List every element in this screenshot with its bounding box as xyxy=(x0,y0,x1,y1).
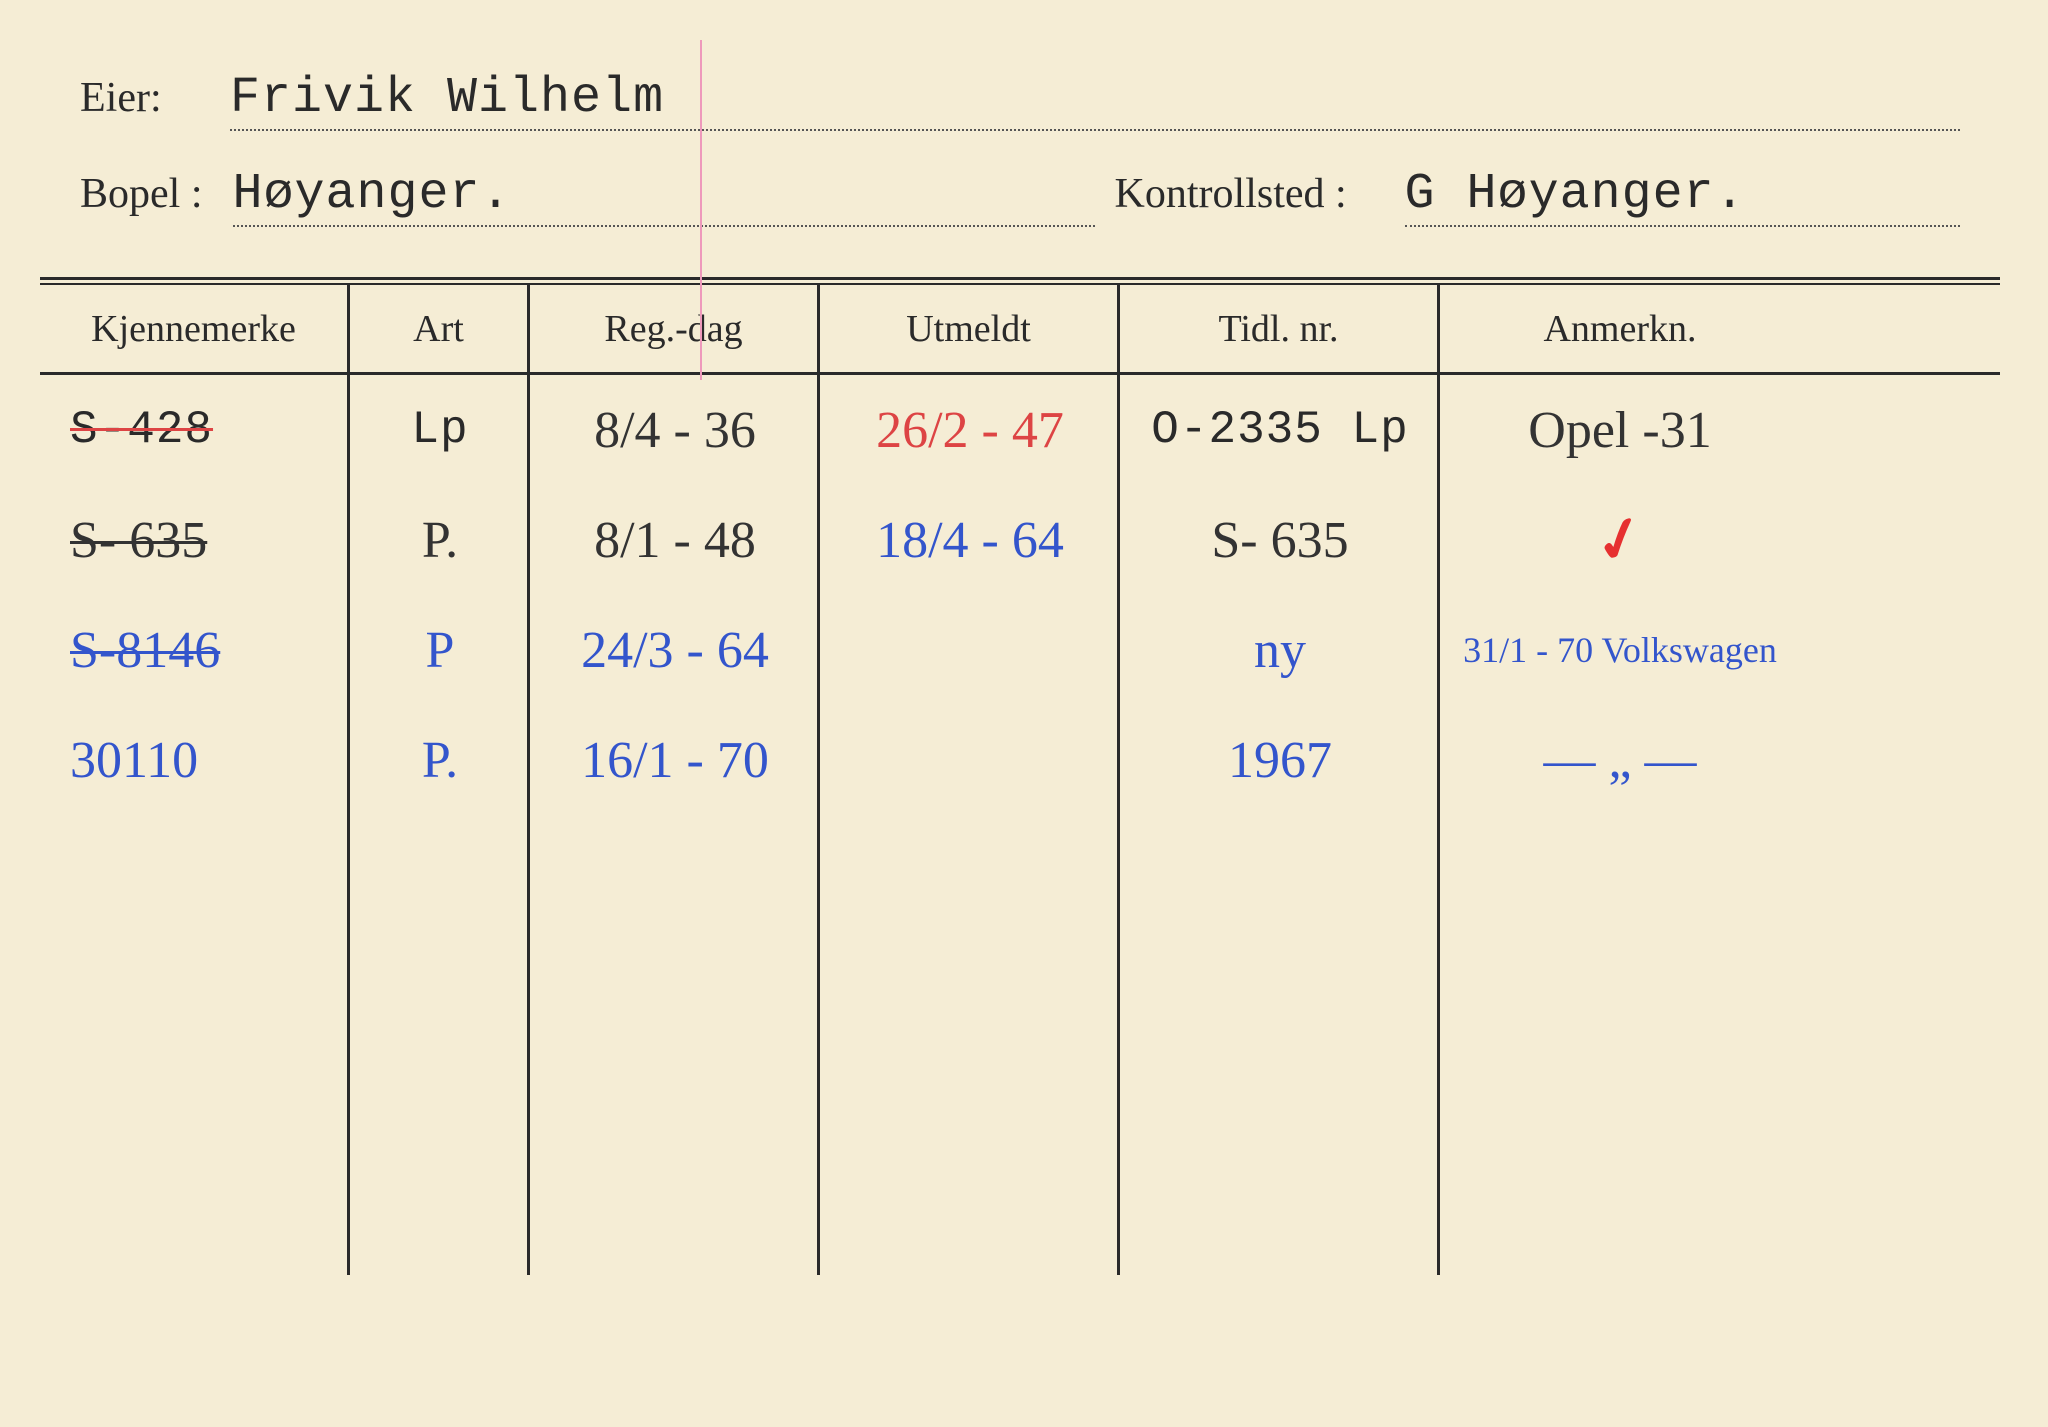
tidlnr-cell-text: 1967 xyxy=(1228,731,1332,790)
header-section: Eier: Frivik Wilhelm Bopel : Høyanger. K… xyxy=(40,40,2000,247)
art-cell-text: P. xyxy=(422,731,458,790)
kontrollsted-label: Kontrollsted : xyxy=(1115,170,1375,218)
table-body: S-428 Lp 8/4 - 36 26/2 - 47 O-2335 Lp Opel -3… xyxy=(40,375,2000,1275)
anmerkn-cell: — „ — xyxy=(1440,705,1800,815)
art-cell: P. xyxy=(350,705,530,815)
regdag-cell: 8/4 - 36 xyxy=(530,375,820,485)
utmeldt-cell-text: 18/4 - 64 xyxy=(876,511,1064,570)
art-cell-text: P. xyxy=(422,511,458,570)
kjennemerke-cell-text: S-428 xyxy=(70,404,213,456)
regdag-cell-text: 24/3 - 64 xyxy=(581,621,769,680)
tidlnr-cell: 1967 xyxy=(1120,705,1440,815)
bopel-group: Bopel : Høyanger. xyxy=(80,166,1095,227)
anmerkn-cell: 31/1 - 70 Volkswagen xyxy=(1440,595,1800,705)
table-row: 30110 P. 16/1 - 70 1967 — „ — xyxy=(40,705,2000,815)
anmerkn-cell-text: ✓ xyxy=(1587,500,1654,581)
regdag-cell-text: 16/1 - 70 xyxy=(581,731,769,790)
anmerkn-cell-text: — „ — xyxy=(1543,731,1696,790)
table-header-row: Kjennemerke Art Reg.-dag Utmeldt Tidl. n… xyxy=(40,285,2000,375)
fold-line xyxy=(700,40,702,380)
col-header-regdag: Reg.-dag xyxy=(530,285,820,372)
anmerkn-cell-text: 31/1 - 70 Volkswagen xyxy=(1463,629,1777,671)
tidlnr-cell-text: S- 635 xyxy=(1211,511,1348,570)
col-header-anmerkn: Anmerkn. xyxy=(1440,285,1800,372)
kjennemerke-cell: S- 635 xyxy=(40,485,350,595)
utmeldt-cell: 18/4 - 64 xyxy=(820,485,1120,595)
tidlnr-cell: S- 635 xyxy=(1120,485,1440,595)
anmerkn-cell-text: Opel -31 xyxy=(1528,401,1711,460)
bopel-kontroll-row: Bopel : Høyanger. Kontrollsted : G Høyan… xyxy=(80,166,1960,227)
table-row: S-428 Lp 8/4 - 36 26/2 - 47 O-2335 Lp Opel -3… xyxy=(40,375,2000,485)
kontrollsted-value: G Høyanger. xyxy=(1405,166,1960,227)
kjennemerke-cell-text: S- 635 xyxy=(70,511,207,570)
utmeldt-cell xyxy=(820,595,1120,705)
col-header-utmeldt: Utmeldt xyxy=(820,285,1120,372)
regdag-cell: 16/1 - 70 xyxy=(530,705,820,815)
col-header-art: Art xyxy=(350,285,530,372)
tidlnr-cell: O-2335 Lp xyxy=(1120,375,1440,485)
tidlnr-cell-text: ny xyxy=(1254,621,1306,680)
eier-value: Frivik Wilhelm xyxy=(230,70,1960,131)
anmerkn-cell: Opel -31 xyxy=(1440,375,1800,485)
utmeldt-cell-text: 26/2 - 47 xyxy=(876,401,1064,460)
eier-row: Eier: Frivik Wilhelm xyxy=(80,70,1960,131)
kjennemerke-cell-text: S-8146 xyxy=(70,621,220,680)
eier-label: Eier: xyxy=(80,74,200,122)
art-cell-text: P xyxy=(426,621,455,680)
col-header-kjennemerke: Kjennemerke xyxy=(40,285,350,372)
kjennemerke-cell: 30110 xyxy=(40,705,350,815)
kjennemerke-cell: S-428 xyxy=(40,375,350,485)
tidlnr-cell-text: O-2335 Lp xyxy=(1151,404,1408,456)
table-row: S-8146 P 24/3 - 64 ny 31/1 - 70 Volkswagen xyxy=(40,595,2000,705)
kjennemerke-cell-text: 30110 xyxy=(70,731,198,790)
art-cell: P xyxy=(350,595,530,705)
table-row: S- 635 P. 8/1 - 48 18/4 - 64 S- 635 ✓ xyxy=(40,485,2000,595)
regdag-cell: 8/1 - 48 xyxy=(530,485,820,595)
table-top-rule xyxy=(40,277,2000,285)
tidlnr-cell: ny xyxy=(1120,595,1440,705)
anmerkn-cell: ✓ xyxy=(1440,485,1800,595)
regdag-cell-text: 8/1 - 48 xyxy=(594,511,756,570)
kjennemerke-cell: S-8146 xyxy=(40,595,350,705)
art-cell-text: Lp xyxy=(411,404,468,456)
utmeldt-cell xyxy=(820,705,1120,815)
art-cell: Lp xyxy=(350,375,530,485)
bopel-value: Høyanger. xyxy=(233,166,1095,227)
regdag-cell-text: 8/4 - 36 xyxy=(594,401,756,460)
col-header-tidlnr: Tidl. nr. xyxy=(1120,285,1440,372)
kontrollsted-group: Kontrollsted : G Høyanger. xyxy=(1115,166,1960,227)
utmeldt-cell: 26/2 - 47 xyxy=(820,375,1120,485)
art-cell: P. xyxy=(350,485,530,595)
table-section: Kjennemerke Art Reg.-dag Utmeldt Tidl. n… xyxy=(40,277,2000,1275)
registration-card: Eier: Frivik Wilhelm Bopel : Høyanger. K… xyxy=(40,40,2000,1360)
regdag-cell: 24/3 - 64 xyxy=(530,595,820,705)
bopel-label: Bopel : xyxy=(80,170,203,218)
rows-container: S-428 Lp 8/4 - 36 26/2 - 47 O-2335 Lp Opel -3… xyxy=(40,375,2000,815)
